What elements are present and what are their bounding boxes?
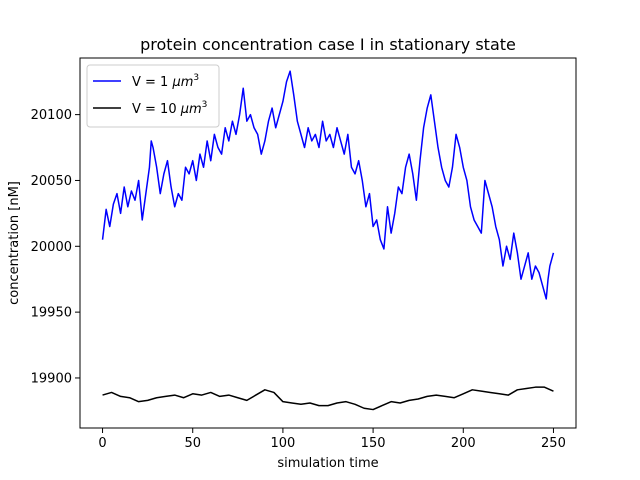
legend-label-series-2: V = 10 μm3 [132, 100, 207, 117]
x-tick-label: 150 [361, 436, 386, 451]
legend-label-series-1-exp: 3 [193, 73, 199, 83]
y-tick-label: 19950 [31, 306, 72, 321]
y-tick-label: 20100 [31, 108, 72, 123]
x-tick-label: 200 [451, 436, 476, 451]
legend: V = 1 μm3 V = 10 μm3 [86, 64, 220, 128]
x-axis-label: simulation time [277, 456, 378, 471]
legend-label-series-1: V = 1 μm3 [132, 73, 199, 90]
chart-title: protein concentration case I in stationa… [140, 35, 516, 54]
plot-frame [79, 57, 577, 429]
x-tick-label: 100 [270, 436, 295, 451]
y-tick-label: 19900 [31, 371, 72, 386]
y-tick-label: 20000 [31, 240, 72, 255]
y-axis-label: concentration [nM] [7, 181, 22, 305]
legend-label-series-2-unit: μm [180, 102, 202, 117]
x-tick-label: 250 [541, 436, 566, 451]
series-line-2 [102, 386, 554, 411]
x-tick-label: 0 [98, 436, 106, 451]
x-tick-label: 50 [184, 436, 201, 451]
y-tick-label: 20050 [31, 174, 72, 189]
legend-label-series-1-prefix: V = 1 [132, 75, 172, 90]
series-line-1 [101, 70, 555, 300]
legend-label-series-1-unit: μm [171, 75, 193, 90]
legend-label-series-2-prefix: V = 10 [132, 102, 181, 117]
legend-label-series-2-exp: 3 [202, 100, 208, 110]
